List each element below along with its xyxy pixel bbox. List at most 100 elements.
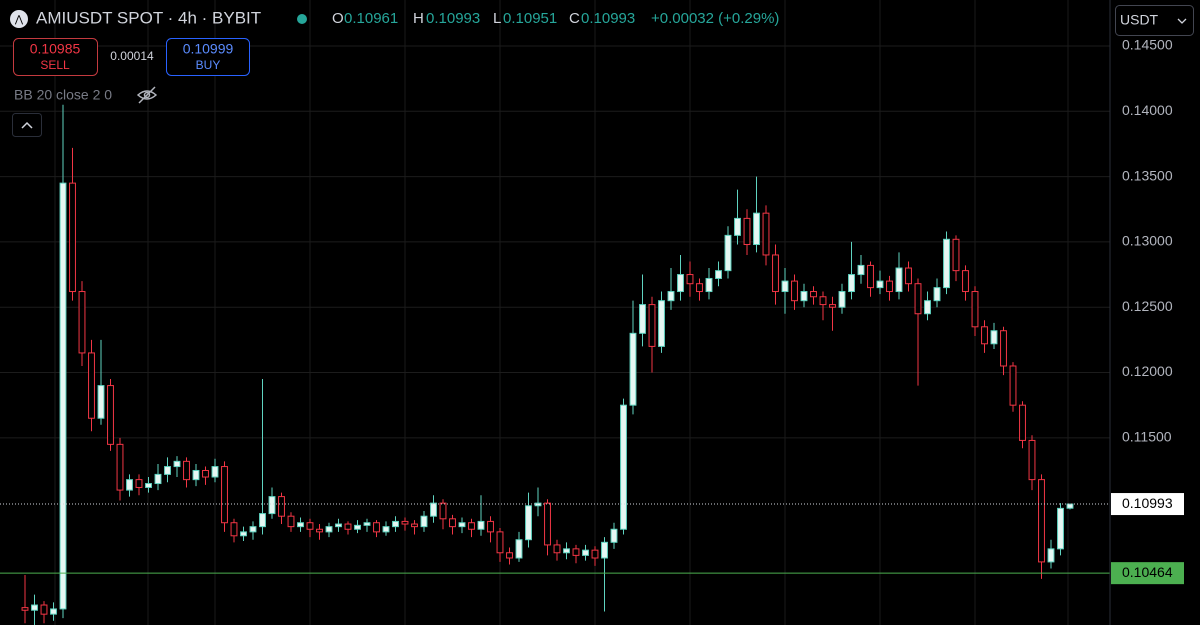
- ohlc-value: 0.10961: [344, 10, 398, 27]
- last-price-label: 0.10993: [1122, 495, 1173, 511]
- candle-body: [78, 291, 86, 354]
- candle-body: [221, 466, 228, 524]
- candle-body: [601, 541, 608, 559]
- candle-body: [439, 502, 447, 520]
- candle-body: [468, 522, 475, 530]
- candle-body: [582, 549, 589, 556]
- candle-body: [116, 443, 124, 491]
- candle-body: [867, 264, 874, 289]
- symbol-logo: [10, 10, 28, 28]
- candle-body: [40, 604, 48, 615]
- indicator-label[interactable]: BB 20 close 2 0: [14, 87, 112, 103]
- candle-body: [1047, 548, 1055, 563]
- candle-body: [658, 300, 665, 347]
- candle-body: [962, 270, 969, 293]
- visibility-toggle[interactable]: [136, 86, 158, 104]
- candle-body: [610, 528, 618, 543]
- dropdown-caret: [1177, 18, 1187, 24]
- candle-body: [563, 548, 570, 554]
- candle-body: [449, 518, 456, 528]
- grid: [0, 45, 1110, 439]
- candle-body: [1066, 503, 1074, 509]
- sell-button[interactable]: [13, 38, 98, 76]
- candle-body: [629, 332, 637, 406]
- candle-body: [249, 526, 257, 533]
- candle-body: [848, 274, 855, 293]
- spread: 0.00014: [110, 49, 154, 63]
- candle-body: [572, 548, 580, 556]
- candle-body: [800, 291, 808, 302]
- candle-body: [810, 291, 817, 298]
- y-tick-label: 0.14000: [1122, 102, 1173, 118]
- candle-body: [287, 515, 295, 528]
- price-change: +0.00032 (+0.29%): [651, 10, 779, 27]
- candle-body: [1009, 365, 1017, 406]
- candle-body: [59, 182, 67, 610]
- candle-body: [838, 291, 846, 308]
- candle-body: [1019, 404, 1026, 441]
- candle-body: [696, 283, 703, 293]
- currency-label: USDT: [1120, 12, 1159, 28]
- candle-body: [392, 520, 399, 528]
- y-tick-label: 0.14500: [1122, 37, 1173, 53]
- level-price-box: [1111, 562, 1184, 585]
- candle-body: [382, 526, 390, 533]
- ohlc-value: 0.10951: [503, 10, 557, 27]
- overlay: 0.10464 0.10993: [0, 493, 1184, 585]
- candle-body: [354, 524, 361, 530]
- candle-body: [715, 270, 722, 279]
- candle-body: [325, 526, 333, 533]
- candle-body: [981, 326, 988, 345]
- candle-body: [591, 549, 599, 559]
- market-status-dot: [297, 14, 307, 24]
- candle-body: [762, 212, 770, 256]
- collapse-button[interactable]: [12, 113, 42, 137]
- sell-price: 0.10985: [30, 41, 81, 57]
- candle-body: [97, 385, 105, 419]
- candle-body: [164, 466, 171, 475]
- candle-body: [88, 352, 95, 419]
- candle-body: [1028, 439, 1036, 481]
- candle-body: [259, 513, 266, 528]
- candle-body: [230, 522, 238, 537]
- candle-body: [496, 531, 504, 554]
- candle-body: [344, 523, 352, 530]
- candle-body: [734, 217, 741, 236]
- ohlc-label: H: [413, 10, 424, 27]
- buy-button[interactable]: [166, 38, 250, 76]
- candle-body: [971, 291, 979, 328]
- candle-body: [525, 505, 532, 541]
- candle-body: [411, 523, 418, 528]
- candle-body: [895, 267, 903, 293]
- candle-body: [686, 274, 694, 285]
- candle-body: [876, 280, 884, 289]
- candle-body: [743, 217, 751, 246]
- candle-body: [31, 604, 38, 611]
- candle-body: [458, 522, 466, 528]
- y-tick-label: 0.13000: [1122, 233, 1173, 249]
- candle-body: [401, 520, 409, 525]
- candle-body: [753, 212, 760, 246]
- candle-body: [69, 182, 76, 293]
- candle-body: [183, 460, 190, 481]
- candle-body: [373, 522, 380, 533]
- candle-body: [306, 522, 314, 530]
- candle-body: [154, 473, 162, 485]
- level-price-label: 0.10464: [1122, 564, 1173, 580]
- candle-body: [278, 496, 285, 517]
- symbol-title[interactable]: AMIUSDT SPOT · 4h · BYBIT: [36, 8, 261, 27]
- ohlc-label: O: [332, 10, 344, 27]
- candle-body: [819, 296, 827, 306]
- currency-dropdown[interactable]: [1115, 5, 1194, 36]
- candle-body: [648, 304, 656, 347]
- candle-body: [211, 466, 219, 478]
- candle-body: [924, 300, 931, 315]
- candle-body: [21, 607, 29, 611]
- candle-body: [677, 274, 684, 293]
- candle-body: [772, 254, 779, 293]
- candle-body: [705, 277, 713, 293]
- sell-label: SELL: [40, 58, 70, 72]
- last-price-box: [1111, 493, 1184, 516]
- y-tick-label: 0.11500: [1122, 429, 1172, 445]
